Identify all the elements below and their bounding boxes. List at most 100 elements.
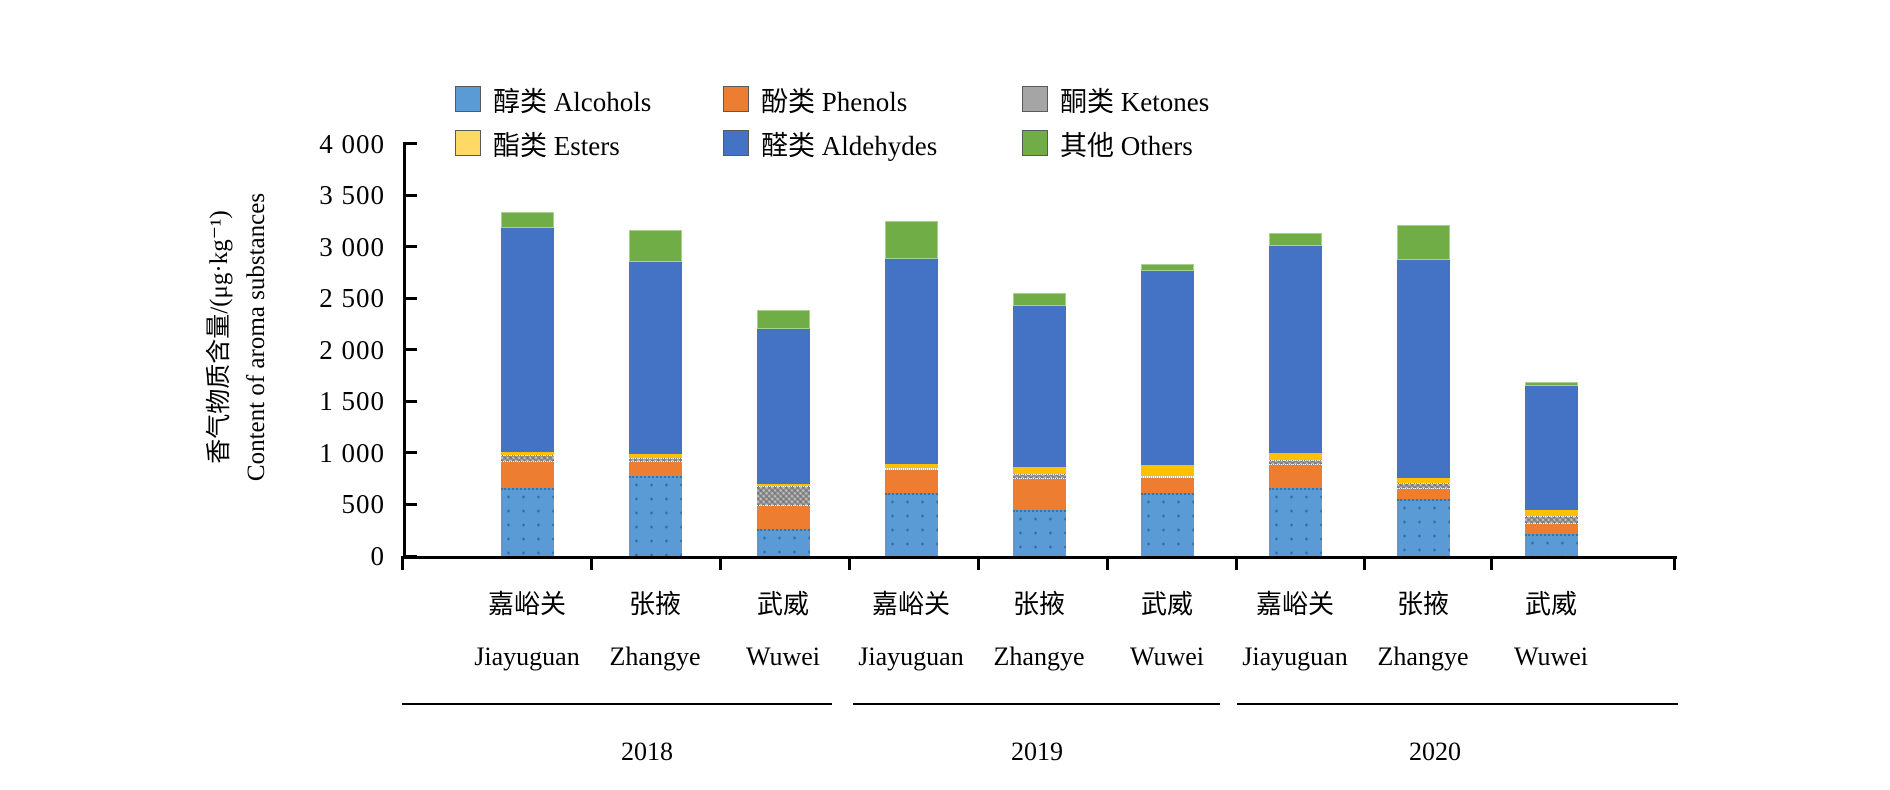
ketones-legend-label: 酮类 Ketones: [1060, 86, 1210, 117]
y-axis-line: [403, 142, 406, 559]
bar-segment-ketones: [1140, 475, 1194, 478]
x-tick-mark: [1489, 559, 1493, 570]
aldehydes-legend-swatch: [723, 130, 749, 156]
bar-segment-aldehydes: [884, 259, 938, 464]
bar-segment-ketones: [1268, 459, 1322, 466]
bar-segment-aldehydes: [1268, 246, 1322, 454]
bar-segment-ketones: [1524, 516, 1578, 525]
esters-legend-label: 酯类 Esters: [493, 130, 620, 161]
category-label-en: Jiayuguan: [858, 642, 964, 671]
category-label-en: Zhangye: [993, 642, 1085, 671]
x-tick-mark: [1362, 559, 1366, 570]
year-group-line: [853, 703, 1220, 705]
aldehydes-legend-label: 醛类 Aldehydes: [761, 130, 938, 161]
category-label-en: Wuwei: [1129, 642, 1205, 671]
bar-segment-phenols: [756, 505, 810, 529]
y-tick-label: 4 000: [319, 128, 385, 159]
bar-segment-ketones: [628, 457, 682, 463]
bar-segment-alcohols: [1140, 492, 1194, 556]
x-tick-mark: [718, 559, 722, 570]
bar-segment-phenols: [884, 470, 938, 493]
y-axis-title-zh: 香气物质含量/(μg·kg⁻¹): [206, 210, 233, 464]
bar-segment-ketones: [1396, 482, 1450, 489]
ketones-legend-swatch: [1022, 86, 1048, 112]
bar-segment-others: [756, 310, 810, 329]
bar-segment-others: [1268, 232, 1322, 247]
bar-segment-others: [500, 211, 554, 229]
x-tick-mark: [589, 559, 593, 570]
y-tick-mark: [406, 399, 417, 403]
bar-segment-ketones: [500, 454, 554, 463]
x-tick-mark: [1234, 559, 1238, 570]
bar-segment-phenols: [1396, 488, 1450, 500]
year-label: 2020: [1409, 737, 1461, 766]
y-tick-label: 500: [341, 489, 385, 520]
y-tick-mark: [406, 245, 417, 249]
category-label-zh: 嘉峪关: [1255, 590, 1334, 619]
legend-item-others: 其他 Others: [1022, 128, 1193, 161]
category-label-en: Zhangye: [1377, 642, 1469, 671]
bar-segment-esters: [756, 483, 810, 486]
category-label-zh: 张掖: [628, 590, 681, 619]
bar-segment-alcohols: [1524, 533, 1578, 556]
legend-item-aldehydes: 醛类 Aldehydes: [723, 128, 937, 161]
bar-segment-phenols: [1524, 524, 1578, 534]
bar-segment-others: [884, 220, 938, 259]
year-group-line: [1237, 703, 1678, 705]
category-label-zh: 武威: [756, 590, 809, 619]
y-tick-mark: [406, 193, 417, 197]
bar-segment-others: [1524, 381, 1578, 387]
bar-segment-esters: [500, 451, 554, 455]
others-legend-label: 其他 Others: [1060, 130, 1193, 161]
bar-segment-phenols: [1012, 478, 1066, 510]
bar-segment-alcohols: [1396, 499, 1450, 556]
y-tick-label: 1 500: [319, 386, 385, 417]
bar-segment-phenols: [500, 462, 554, 488]
category-label-zh: 嘉峪关: [871, 590, 950, 619]
bar-segment-aldehydes: [1012, 305, 1066, 468]
category-label-zh: 嘉峪关: [487, 590, 566, 619]
bar-segment-ketones: [1012, 474, 1066, 479]
phenols-legend-label: 酚类 Phenols: [761, 86, 908, 117]
year-group-line: [402, 703, 832, 705]
legend-item-ketones: 酮类 Ketones: [1022, 84, 1209, 117]
bar-segment-aldehydes: [500, 228, 554, 452]
bar-segment-alcohols: [628, 475, 682, 556]
esters-legend-swatch: [455, 130, 481, 156]
category-label-zh: 武威: [1140, 590, 1193, 619]
bar-segment-esters: [1268, 453, 1322, 460]
bar-segment-alcohols: [500, 487, 554, 556]
y-tick-label: 2 000: [319, 334, 385, 365]
bar-segment-phenols: [1140, 477, 1194, 493]
y-tick-mark: [406, 502, 417, 506]
bar-segment-ketones: [756, 485, 810, 506]
category-label-zh: 张掖: [1396, 590, 1449, 619]
bar-segment-alcohols: [1268, 488, 1322, 556]
bar-segment-others: [1396, 224, 1450, 260]
x-tick-mark: [847, 559, 851, 570]
legend-item-alcohols: 醇类 Alcohols: [455, 84, 651, 117]
legend-item-phenols: 酚类 Phenols: [723, 84, 907, 117]
y-tick-label: 0: [370, 541, 385, 571]
bar-segment-alcohols: [884, 492, 938, 556]
alcohols-legend-label: 醇类 Alcohols: [493, 86, 652, 117]
category-label-en: Zhangye: [609, 642, 701, 671]
category-label-zh: 武威: [1524, 590, 1577, 619]
category-label-en: Jiayuguan: [1242, 642, 1348, 671]
bar-segment-aldehydes: [628, 262, 682, 455]
year-label: 2018: [621, 737, 673, 766]
y-tick-label: 2 500: [319, 283, 385, 314]
bar-segment-esters: [1396, 477, 1450, 483]
y-tick-mark: [406, 554, 417, 558]
category-label-en: Wuwei: [1513, 642, 1589, 671]
legend-item-esters: 酯类 Esters: [455, 128, 620, 161]
bar-segment-esters: [1012, 467, 1066, 475]
bar-segment-phenols: [628, 462, 682, 476]
bar-segment-alcohols: [756, 528, 810, 556]
category-label-zh: 张掖: [1012, 590, 1065, 619]
year-label: 2019: [1011, 737, 1063, 766]
y-tick-label: 3 500: [319, 180, 385, 211]
bar-segment-aldehydes: [1396, 259, 1450, 478]
bar-segment-aldehydes: [1524, 386, 1578, 510]
